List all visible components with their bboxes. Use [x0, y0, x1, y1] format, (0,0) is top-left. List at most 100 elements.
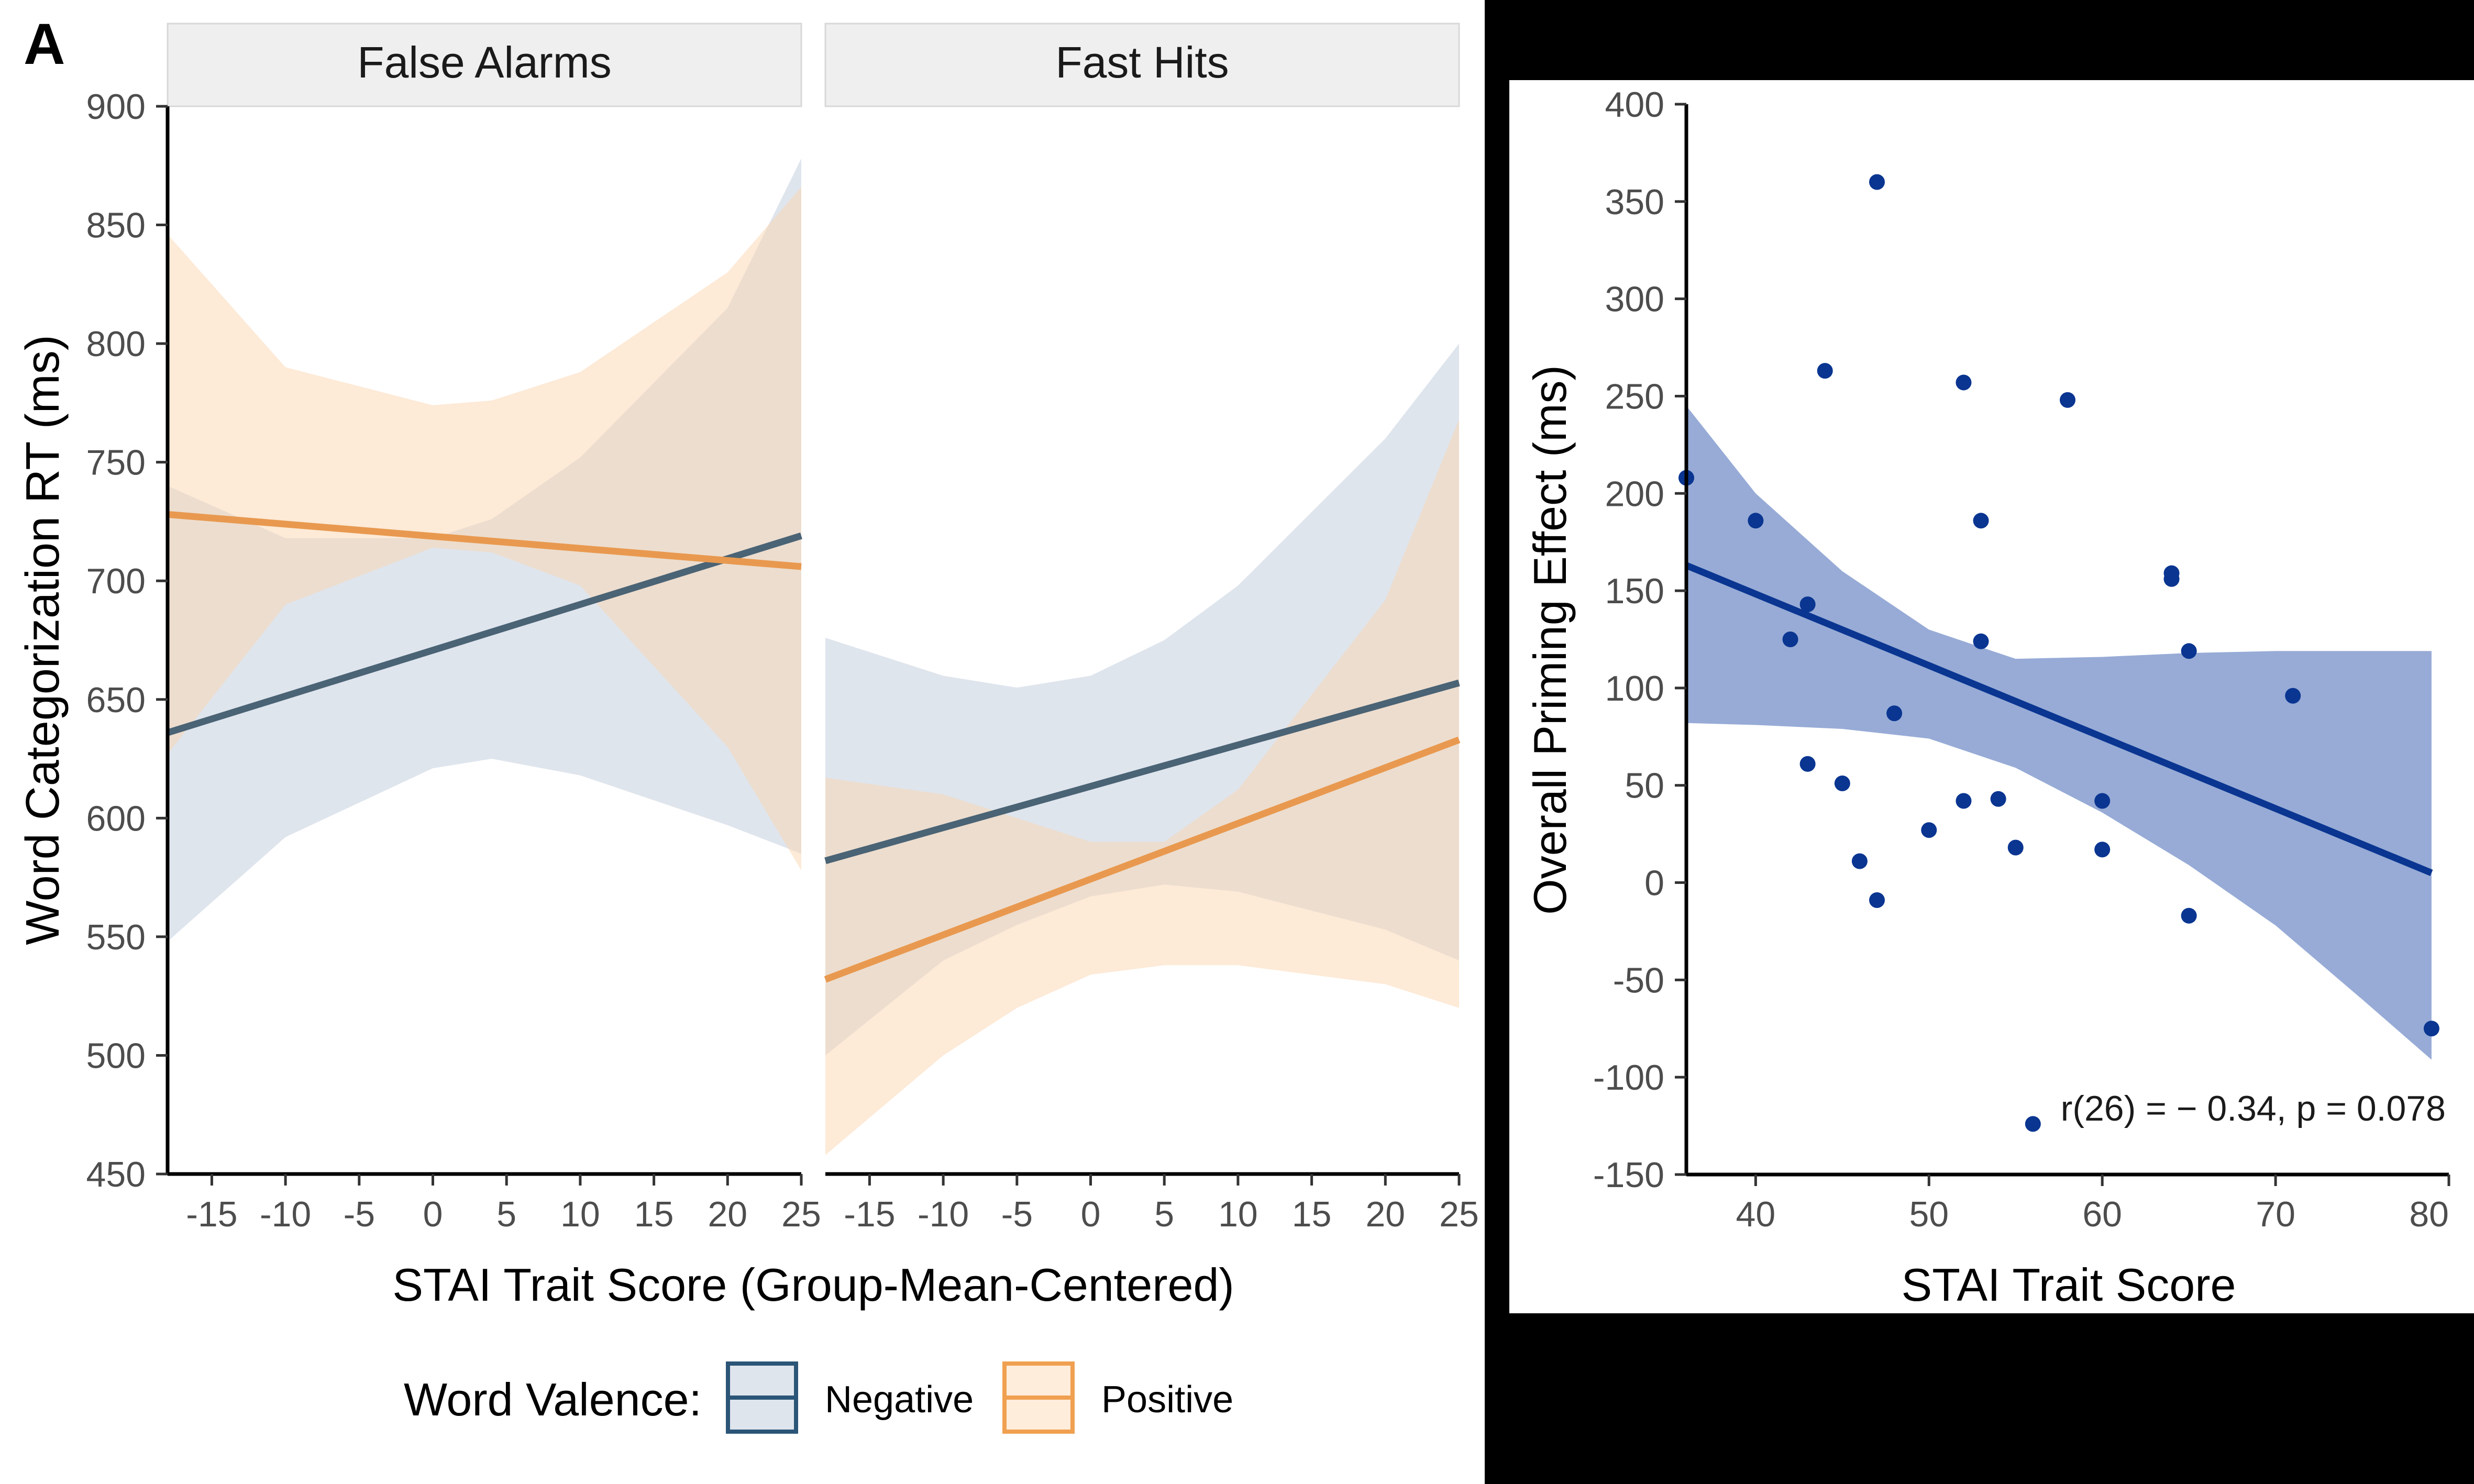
- correlation-annotation: r(26) = − 0.34, p = 0.078: [2061, 1089, 2446, 1128]
- false-alarms-x-tick-label: -10: [260, 1194, 311, 1234]
- scatter-point: [1869, 174, 1885, 190]
- fast-hits-x-tick-label: 0: [1081, 1194, 1101, 1234]
- false-alarms-x-tick-label: 0: [423, 1194, 443, 1234]
- fast-hits-x-tick-label: 25: [1439, 1194, 1479, 1234]
- scatter-point: [2423, 1021, 2439, 1037]
- strip-title: Fast Hits: [1055, 38, 1229, 87]
- strip-background: [824, 23, 1460, 107]
- right-x-tick-label: 60: [2082, 1194, 2122, 1234]
- right-y-tick-label: 200: [1605, 474, 1664, 514]
- left-y-axis-label: Word Categorization RT (ms): [17, 335, 69, 945]
- scatter-point: [1869, 892, 1885, 908]
- scatter-point: [1973, 513, 1989, 529]
- right-x-tick-label: 70: [2256, 1194, 2295, 1234]
- fast-hits-x-tick-label: 20: [1365, 1194, 1405, 1234]
- right-y-tick-label: 50: [1625, 766, 1664, 806]
- false-alarms-x-tick-label: 15: [634, 1194, 674, 1234]
- right-x-tick-label: 40: [1736, 1194, 1776, 1234]
- scatter-point: [2007, 839, 2024, 856]
- scatter-point: [1834, 776, 1850, 792]
- right-y-tick-label: 350: [1605, 182, 1664, 222]
- scatter-confidence-band: [1686, 406, 2432, 1060]
- scatter-regression-line: [1685, 562, 2433, 876]
- false-alarms-line-positive: [167, 511, 802, 570]
- scatter-point: [2025, 1116, 2041, 1132]
- right-y-tick-label: 100: [1605, 669, 1664, 708]
- false-alarms-ribbons: [168, 158, 801, 942]
- right-y-tick-label: -50: [1613, 960, 1664, 1000]
- scatter-point: [2181, 643, 2197, 659]
- facet-strip-fast-hits: Fast Hits: [824, 23, 1460, 107]
- right-x-tick-label: 80: [2409, 1194, 2449, 1234]
- scatter-point: [2285, 688, 2301, 704]
- fast-hits-ribbon-positive: [825, 419, 1459, 1155]
- fast-hits-x-tick-label: -15: [844, 1194, 895, 1234]
- false-alarms-lines: [167, 511, 802, 736]
- legend-label-negative: Negative: [825, 1379, 974, 1421]
- left-y-tick-label: 450: [86, 1155, 146, 1194]
- right-y-ticks: -150 -100 -50 0 50 100 150 200 250 300 350 400: [1593, 85, 1686, 1195]
- scatter-point: [1817, 363, 1833, 379]
- scatter-band-area: [1686, 406, 2432, 1060]
- false-alarms-x-tick-label: 10: [560, 1194, 600, 1234]
- left-y-tick-label: 550: [86, 917, 146, 957]
- right-x-axis-label: STAI Trait Score: [1902, 1259, 2236, 1311]
- false-alarms-x-tick-label: -15: [186, 1194, 237, 1234]
- scatter-point: [1886, 705, 1903, 722]
- scatter-point: [1782, 632, 1798, 647]
- fast-hits-x-tick-label: 10: [1218, 1194, 1258, 1234]
- fast-hits-lines: [824, 679, 1461, 983]
- right-y-tick-label: 300: [1605, 280, 1664, 319]
- left-y-tick-label: 900: [86, 87, 146, 127]
- false-alarms-x-tick-label: 20: [708, 1194, 747, 1234]
- left-y-tick-label: 600: [86, 799, 146, 838]
- left-y-tick-label: 800: [86, 324, 146, 364]
- fast-hits-x-tick-label: -10: [918, 1194, 969, 1234]
- scatter-point: [1799, 756, 1816, 772]
- right-x-ticks: 40 50 60 70 80: [1736, 1175, 2450, 1234]
- scatter-point: [2181, 907, 2197, 924]
- scatter-point: [1921, 822, 1937, 838]
- scatter-point: [2094, 841, 2111, 858]
- fast-hits-line-negative: [824, 679, 1460, 865]
- right-y-tick-label: -100: [1593, 1058, 1664, 1098]
- legend-item-positive: Positive: [1002, 1361, 1233, 1434]
- left-y-tick-label: 650: [86, 680, 146, 720]
- legend-title: Word Valence:: [404, 1374, 702, 1425]
- false-alarms-x-tick-label: 25: [781, 1194, 821, 1234]
- scatter-point: [1956, 793, 1972, 809]
- panel-label: A: [24, 12, 65, 76]
- left-y-tick-label: 700: [86, 561, 146, 601]
- right-y-tick-label: 250: [1605, 376, 1664, 416]
- right-y-tick-label: 150: [1605, 571, 1664, 611]
- scatter-point: [1799, 596, 1816, 613]
- strip-title: False Alarms: [357, 38, 611, 87]
- right-y-tick-label: -150: [1593, 1155, 1664, 1195]
- scatter-point: [2094, 793, 2111, 809]
- left-x-axis-label: STAI Trait Score (Group-Mean-Centered): [392, 1259, 1234, 1311]
- scatter-point: [2163, 571, 2180, 587]
- false-alarms-x-tick-label: -5: [344, 1194, 375, 1234]
- left-y-tick-label: 500: [86, 1036, 146, 1076]
- left-y-tick-label: 850: [86, 206, 146, 246]
- left-y-ticks: 450 500 550 600 650 700 750 800 850 900: [86, 87, 168, 1194]
- false-alarms-x-tick-label: 5: [496, 1194, 516, 1234]
- right-y-tick-label: 0: [1644, 863, 1664, 903]
- left-y-tick-label: 750: [86, 443, 146, 483]
- scatter-point: [1851, 853, 1868, 869]
- legend-label-positive: Positive: [1101, 1379, 1233, 1421]
- strip-background: [167, 23, 802, 107]
- regression-line: [1685, 562, 2433, 876]
- scatter-point: [1973, 633, 1989, 649]
- scatter-point: [1748, 513, 1764, 529]
- fast-hits-ribbons: [825, 344, 1459, 1155]
- fast-hits-line-positive: [824, 736, 1461, 983]
- false-alarms-ribbon-positive: [168, 187, 801, 871]
- false-alarms-line-negative: [167, 532, 802, 736]
- right-y-axis-label: Overall Priming Effect (ms): [1524, 365, 1576, 915]
- false-alarms-x-ticks: -15 -10 -5 0 5 10 15 20 25: [186, 1174, 821, 1234]
- right-y-tick-label: 400: [1605, 85, 1664, 125]
- facet-strip-false-alarms: False Alarms: [167, 23, 802, 107]
- fast-hits-x-tick-label: -5: [1001, 1194, 1033, 1234]
